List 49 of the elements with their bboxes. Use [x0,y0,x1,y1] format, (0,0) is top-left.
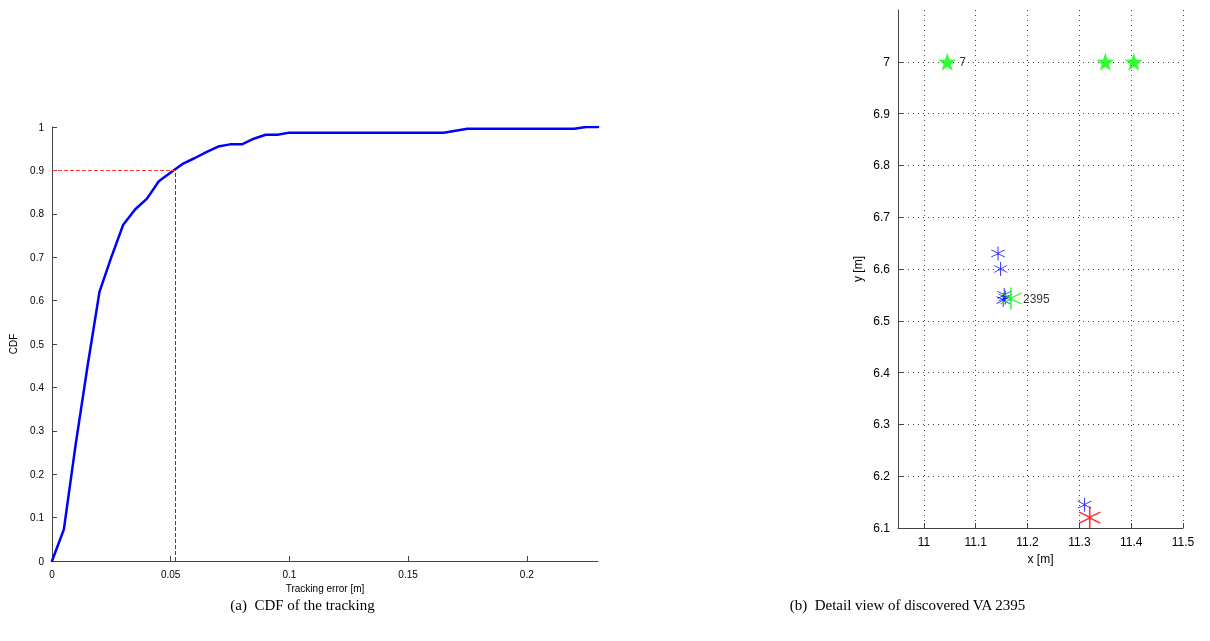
point [1078,506,1101,529]
y-tick-label: 6.5 [873,313,891,328]
y-tick-label: 1 [38,121,45,133]
y-axis-title: y [m] [851,256,865,282]
x-tick-label: 0.05 [160,568,181,580]
y-tick-label: 0.1 [30,512,45,524]
y-tick-label: 0.3 [30,425,45,437]
x-tick-label: 0 [49,568,56,580]
x-tick-label: 11.3 [1068,535,1091,549]
point [1077,497,1092,512]
y-tick-label: 6.8 [873,158,891,173]
x-tick-label: 0.1 [282,568,297,580]
y-tick-label: 0.2 [30,468,45,480]
point [938,52,957,71]
point [991,246,1006,261]
text: (b) Detail view of discovered VA 2395 [789,596,1026,614]
y-tick-label: 0.4 [30,381,45,393]
y-tick-label: 7 [883,54,891,69]
point [999,287,1022,310]
x-axis-title: Tracking error [m] [285,583,365,595]
point [993,262,1008,276]
text: (a) CDF of the tracking [230,596,376,614]
y-tick-label: 0.7 [30,251,45,263]
line-series [50,125,600,563]
x-tick-label: 0.2 [519,568,535,580]
x-tick-label: 11 [917,535,931,549]
y-tick-label: 6.1 [873,521,891,535]
y-tick-label: 6.6 [873,262,891,276]
y-tick-label: 0 [38,555,45,567]
y-tick-label: 6.9 [873,106,891,121]
x-tick-label: 11.5 [1171,535,1195,549]
y-tick-label: 0.9 [30,164,45,176]
x-tick-label: 0.15 [398,568,419,580]
x-tick-label: 11.4 [1119,535,1143,549]
y-tick-label: 6.2 [873,469,891,484]
y-tick-label: 6.3 [873,417,891,432]
x-tick-label: 11.1 [964,535,988,549]
y-axis-title: CDF [7,333,19,355]
annotation: 7 [959,54,967,69]
y-tick-label: 0.5 [30,338,45,350]
y-tick-label: 6.4 [873,365,891,380]
point [1124,52,1143,71]
x-axis-title: x [m] [1027,551,1054,566]
y-tick-label: 6.7 [873,210,891,225]
annotation: 2395 [1022,291,1050,306]
x-tick-label: 11.2 [1016,535,1040,549]
y-tick-label: 0.8 [30,208,45,220]
point [1096,52,1115,71]
y-tick-label: 0.6 [30,295,45,307]
